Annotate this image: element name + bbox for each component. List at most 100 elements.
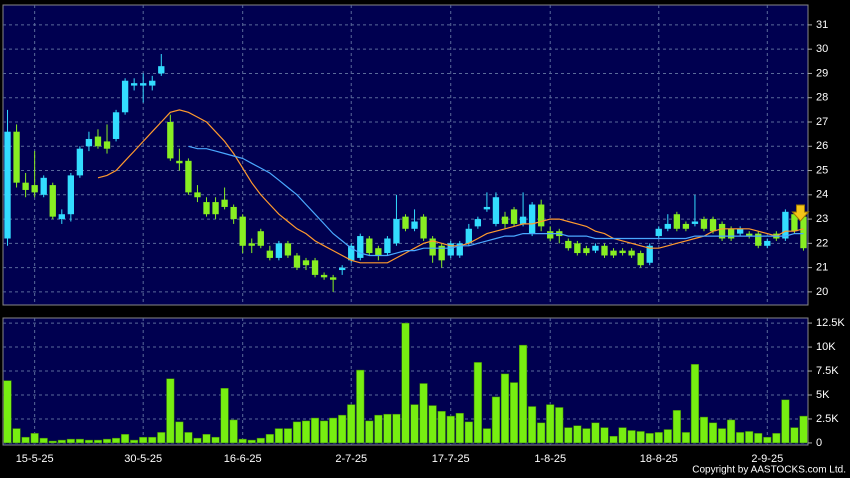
- volume-bar: [166, 378, 175, 444]
- candle-body: [49, 185, 56, 217]
- volume-bar: [311, 417, 320, 444]
- y-tick-label: 5K: [816, 389, 830, 401]
- candle-body: [736, 228, 744, 234]
- candle-body: [212, 202, 219, 215]
- candle-body: [31, 185, 38, 193]
- volume-bar: [681, 432, 690, 444]
- candle-body: [121, 80, 129, 113]
- volume-bar: [519, 344, 528, 444]
- x-tick-label: 2-9-25: [751, 453, 783, 465]
- volume-bar: [401, 322, 410, 444]
- y-tick-label: 2.5K: [816, 413, 839, 425]
- volume-bar: [48, 440, 57, 444]
- x-tick-label: 18-8-25: [640, 453, 678, 465]
- candle-body: [4, 131, 11, 239]
- volume-bar: [112, 437, 121, 444]
- candle-body: [619, 250, 626, 254]
- candle-body: [402, 216, 409, 229]
- y-tick-label: 0: [816, 437, 822, 449]
- volume-bar: [727, 419, 736, 444]
- y-tick-label: 10K: [816, 341, 836, 353]
- volume-bar: [256, 437, 265, 444]
- volume-bar: [283, 428, 292, 444]
- candle-body: [284, 243, 292, 256]
- candle-body: [203, 202, 210, 215]
- candle-body: [691, 221, 699, 224]
- y-tick-label: 23: [816, 213, 828, 225]
- volume-bar: [672, 410, 681, 444]
- volume-bar: [211, 436, 220, 444]
- volume-bar: [699, 416, 709, 444]
- candle-body: [230, 206, 237, 220]
- volume-bar: [473, 362, 482, 444]
- candle-body: [393, 219, 400, 244]
- volume-bar: [3, 380, 12, 444]
- volume-bar: [139, 436, 148, 444]
- candle-body: [266, 250, 273, 258]
- volume-bar: [645, 433, 654, 444]
- y-tick-label: 20: [816, 286, 828, 298]
- candle-body: [727, 228, 735, 239]
- volume-bar: [627, 430, 636, 444]
- candle-body: [438, 245, 445, 261]
- candle-body: [67, 175, 75, 215]
- volume-bar: [383, 413, 392, 444]
- volume-bar: [745, 431, 754, 444]
- volume-bar: [781, 399, 790, 444]
- y-tick-label: 28: [816, 92, 828, 104]
- volume-bar: [39, 437, 48, 444]
- candle-body: [655, 228, 662, 237]
- y-tick-label: 30: [816, 43, 828, 55]
- volume-bar: [374, 414, 383, 444]
- volume-bar: [57, 439, 66, 444]
- candle-body: [311, 260, 319, 275]
- candle-body: [700, 219, 708, 229]
- candle-body: [746, 233, 753, 237]
- candle-body: [185, 160, 192, 193]
- volume-bar: [329, 417, 338, 444]
- candle-body: [275, 243, 283, 258]
- candle-body: [718, 223, 726, 239]
- volume-bar: [130, 439, 139, 444]
- candle-body: [628, 250, 635, 256]
- volume-bar: [428, 405, 437, 444]
- candle-body: [112, 112, 120, 139]
- volume-bar: [763, 436, 772, 444]
- volume-bar: [736, 432, 745, 444]
- candle-body: [664, 223, 671, 229]
- volume-bar: [410, 404, 419, 444]
- candle-body: [528, 204, 536, 234]
- candle-body: [429, 238, 436, 256]
- volume-bar: [193, 437, 202, 444]
- candle-body: [58, 214, 65, 220]
- candle-body: [257, 231, 264, 246]
- candle-body: [320, 274, 328, 278]
- volume-bar: [238, 438, 247, 444]
- y-tick-label: 7.5K: [816, 365, 839, 377]
- x-tick-label: 2-7-25: [335, 453, 367, 465]
- candle-body: [501, 216, 509, 224]
- volume-bar: [66, 438, 75, 444]
- volume-bar: [609, 435, 618, 444]
- y-tick-label: 26: [816, 140, 828, 152]
- y-tick-label: 12.5K: [816, 317, 845, 329]
- candle-body: [646, 245, 653, 263]
- volume-bar: [509, 382, 519, 444]
- y-tick-label: 29: [816, 67, 828, 79]
- candle-body: [194, 192, 201, 198]
- volume-bar: [654, 432, 663, 444]
- volume-bar: [464, 421, 473, 444]
- volume-bar: [455, 412, 464, 444]
- volume-bar: [600, 427, 609, 444]
- volume-bar: [12, 428, 21, 444]
- x-tick-label: 17-7-25: [432, 453, 470, 465]
- candle-body: [682, 223, 690, 229]
- volume-bar: [30, 433, 39, 444]
- candle-body: [221, 199, 228, 207]
- volume-bar: [799, 415, 808, 444]
- candle-body: [465, 228, 472, 244]
- volume-bar: [184, 432, 193, 444]
- volume-bar: [636, 431, 645, 444]
- candle-body: [565, 240, 572, 249]
